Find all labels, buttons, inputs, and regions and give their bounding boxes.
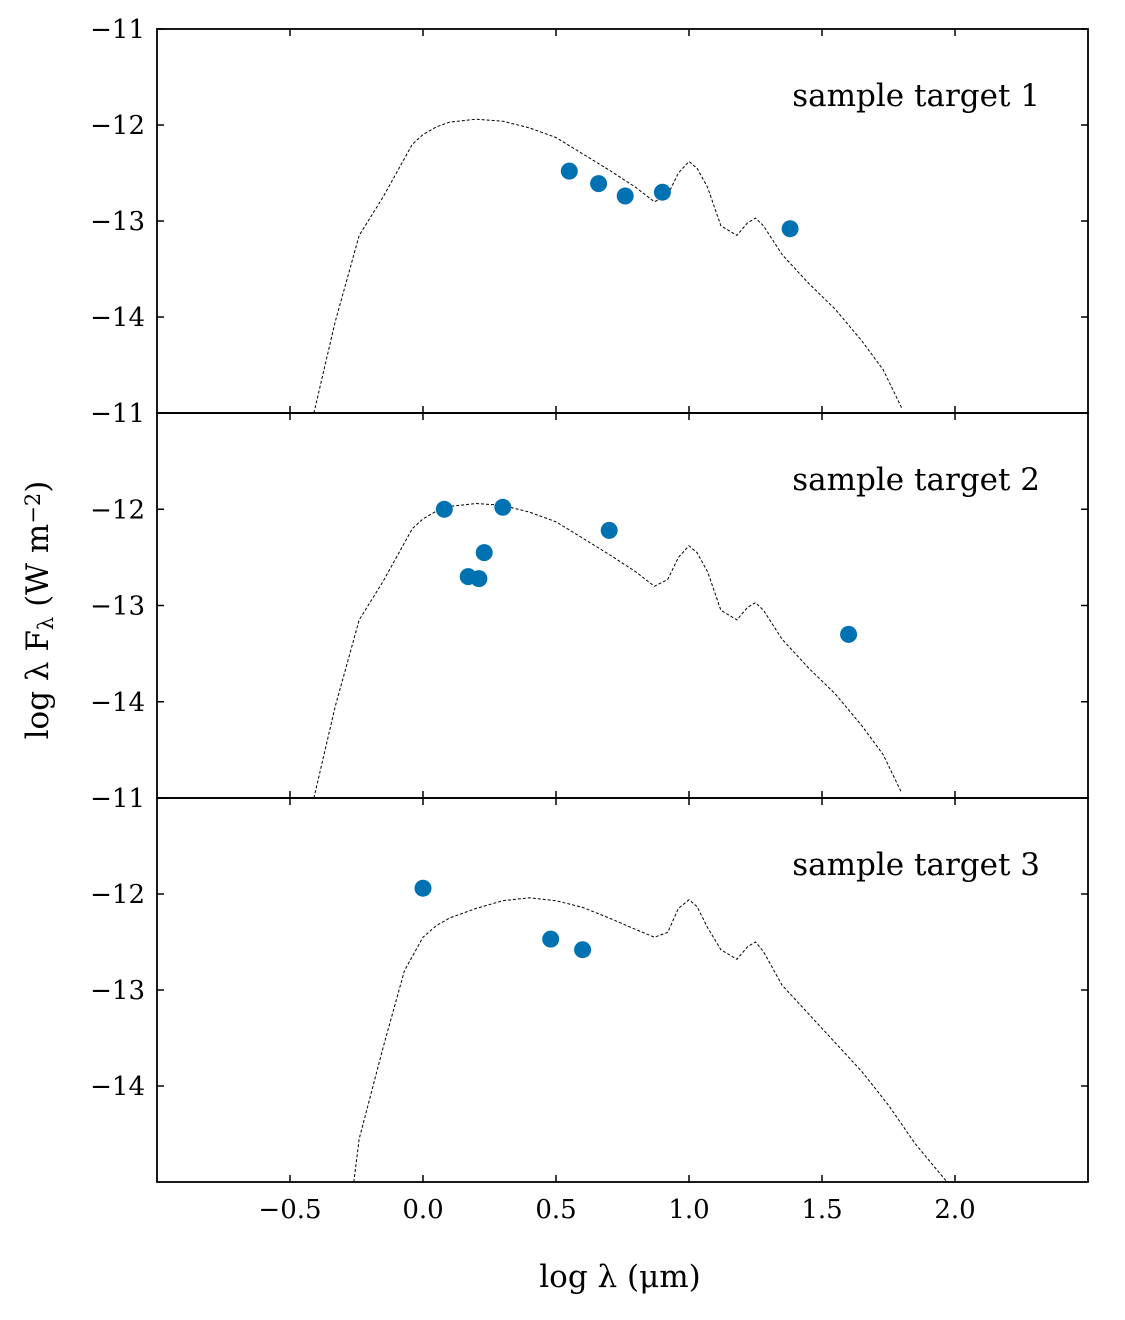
data-point: [840, 625, 858, 643]
x-tick-label: 0.0: [402, 1195, 443, 1225]
y-tick-label: −13: [90, 976, 145, 1006]
data-point: [475, 544, 493, 562]
panel-label: sample target 3: [792, 847, 1040, 883]
data-point: [435, 500, 453, 518]
y-tick-label: −14: [90, 303, 145, 333]
x-tick-label: −0.5: [258, 1195, 321, 1225]
data-point: [781, 220, 799, 238]
data-point: [494, 498, 512, 516]
data-point: [470, 570, 488, 588]
data-point: [653, 183, 671, 201]
y-tick-label: −14: [90, 688, 145, 718]
data-point: [414, 879, 432, 897]
panel-label: sample target 1: [792, 78, 1040, 114]
panels-layer: −11 −12 −13 −14 sample target 1 −11 −12 −13 −14 s…: [90, 15, 1089, 1225]
x-tick-label: 0.5: [535, 1195, 576, 1225]
panel-3: −11 −12 −13 −14 sample target 3: [90, 784, 1089, 1183]
y-tick-label: −11: [90, 399, 145, 429]
data-point: [574, 941, 592, 959]
y-axis-label: log λ Fλ (W m−2): [20, 481, 58, 740]
panel-2: −11 −12 −13 −14 sample target 2: [90, 399, 1089, 799]
y-tick-label: −12: [90, 111, 145, 141]
data-point: [600, 521, 618, 539]
data-point: [542, 930, 560, 948]
panel-frame: [156, 797, 1089, 1183]
y-tick-label: −11: [90, 15, 145, 45]
data-point: [590, 175, 608, 193]
x-tick-label: 1.5: [801, 1195, 842, 1225]
data-point: [560, 162, 578, 180]
y-tick-label: −11: [90, 784, 145, 814]
x-axis-label: log λ (μm): [539, 1259, 701, 1295]
data-point: [616, 187, 634, 205]
y-tick-label: −13: [90, 207, 145, 237]
panel-1: −11 −12 −13 −14 sample target 1: [90, 15, 1089, 414]
model-sed-line: [313, 502, 903, 798]
panel-label: sample target 2: [792, 462, 1040, 498]
model-sed-line: [313, 118, 903, 413]
x-tick-label: 2.0: [934, 1195, 975, 1225]
model-sed-line: [353, 897, 948, 1182]
y-tick-label: −12: [90, 880, 145, 910]
y-tick-label: −13: [90, 592, 145, 622]
y-tick-label: −12: [90, 495, 145, 525]
y-tick-label: −14: [90, 1072, 145, 1102]
x-tick-label: 1.0: [668, 1195, 709, 1225]
